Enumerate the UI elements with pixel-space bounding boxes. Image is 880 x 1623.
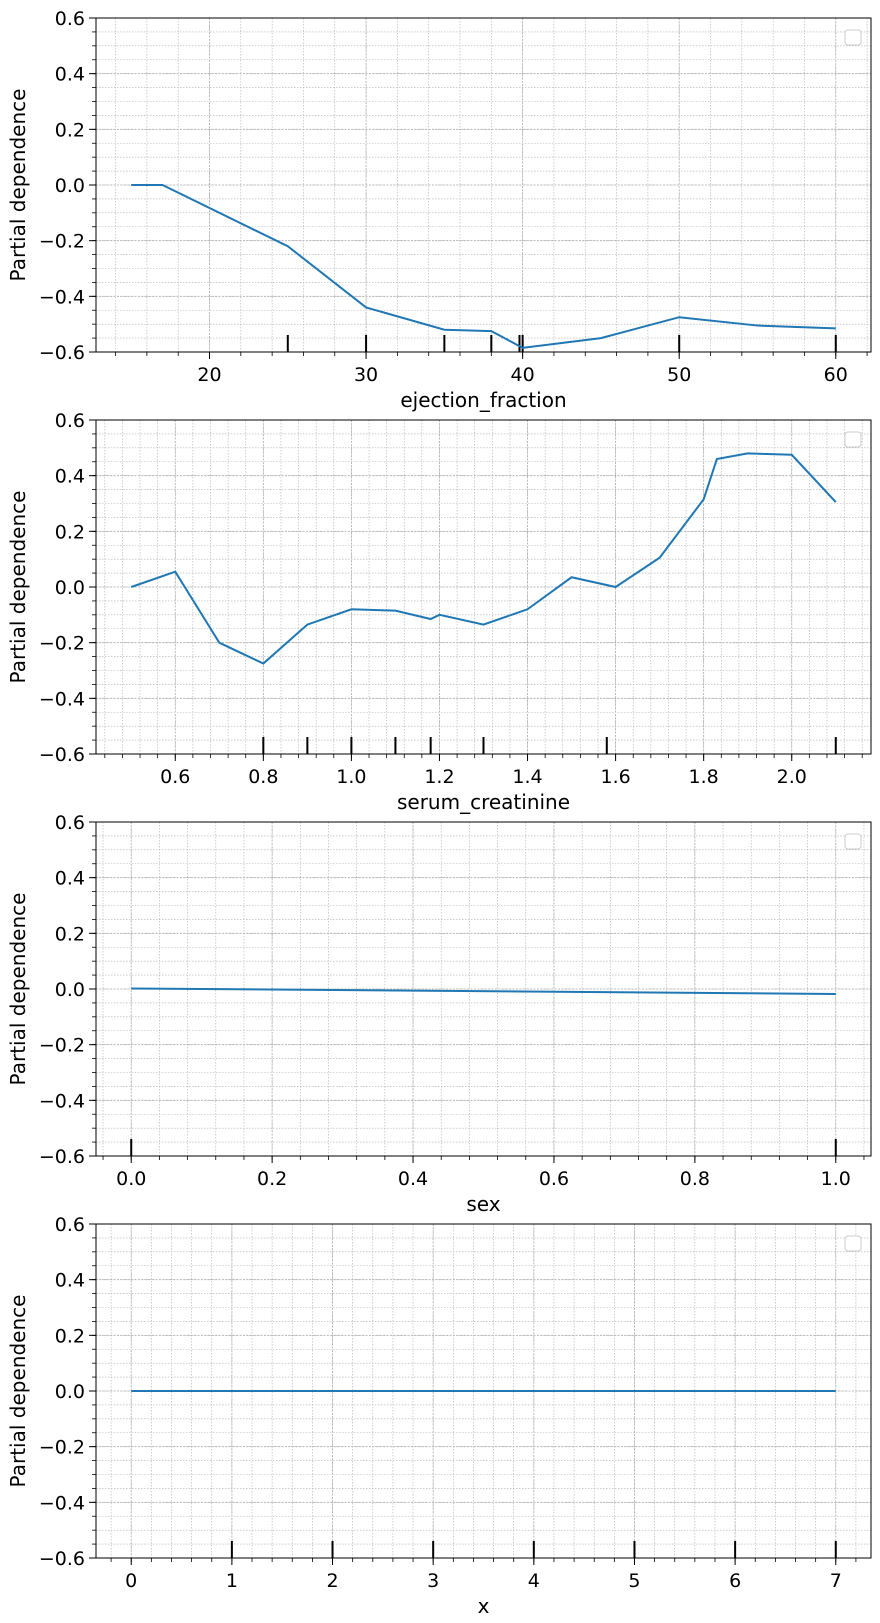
partial-dependence-line (131, 184, 836, 349)
x-tick-label: 2 (326, 1570, 338, 1592)
y-tick-label: −0.6 (39, 1548, 85, 1570)
x-tick-label: 3 (427, 1570, 439, 1592)
x-tick-label: 0.0 (116, 1168, 146, 1190)
legend-box (844, 431, 862, 448)
pd-panel-2: 0.6 0.8 1.0 1.2 1.4 1.6 1.8 2.0 −0.6 −0.4 −0.2 0.0 0… (6, 410, 872, 814)
x-tick-label: 0.8 (248, 766, 278, 788)
y-tick-label: 0.6 (55, 410, 85, 432)
y-axis-label: Partial dependence (6, 893, 30, 1086)
partial-dependence-line (130, 452, 837, 665)
legend-box (844, 1235, 862, 1252)
x-tick-label: 20 (197, 364, 221, 386)
x-axis-label: ejection_fraction (400, 388, 566, 412)
x-tick-label: 0.6 (160, 766, 190, 788)
x-tick-label: 0.4 (398, 1168, 428, 1190)
decile-marks (262, 737, 837, 754)
y-tick-label: 0.6 (55, 8, 85, 30)
y-tick-label: −0.2 (39, 1437, 85, 1459)
y-tick-label: 0.2 (55, 521, 85, 543)
y-tick-label: −0.2 (39, 231, 85, 253)
decile-marks (130, 1139, 837, 1156)
x-tick-label: 1.6 (600, 766, 630, 788)
x-tick-label: 30 (354, 364, 378, 386)
y-tick-label: 0.2 (55, 119, 85, 141)
x-tick-label: 2.0 (777, 766, 807, 788)
x-axis-label: x (478, 1594, 490, 1618)
y-tick-label: 0.4 (55, 868, 85, 890)
y-tick-label: 0.4 (55, 1270, 85, 1292)
y-tick-label: −0.2 (39, 633, 85, 655)
decile-marks (230, 1541, 837, 1558)
x-tick-label: 0 (125, 1570, 137, 1592)
partial-dependence-line (131, 987, 836, 996)
y-tick-label: −0.6 (39, 744, 85, 766)
y-tick-label: 0.4 (55, 64, 85, 86)
x-axis-label: serum_creatinine (397, 790, 570, 814)
ticks (89, 17, 868, 359)
pd-panel-4: 0 1 2 3 4 5 6 7 −0.6 −0.4 −0.2 0.0 0.2 0.4 0.6 x Partial… (6, 1214, 872, 1618)
x-tick-label: 1.4 (512, 766, 542, 788)
y-tick-label: −0.6 (39, 1146, 85, 1168)
y-tick-label: −0.4 (39, 1090, 85, 1112)
y-tick-label: 0.6 (55, 812, 85, 834)
legend-box (844, 833, 862, 850)
x-tick-label: 0.6 (539, 1168, 569, 1190)
x-tick-label: 0.2 (257, 1168, 287, 1190)
y-axis-label: Partial dependence (6, 491, 30, 684)
x-axis-label: sex (466, 1192, 500, 1216)
y-tick-label: 0.4 (55, 466, 85, 488)
y-tick-label: 0.2 (55, 923, 85, 945)
y-tick-label: 0.0 (55, 175, 85, 197)
x-tick-label: 60 (824, 364, 848, 386)
x-tick-label: 1.8 (689, 766, 719, 788)
y-tick-label: 0.2 (55, 1325, 85, 1347)
grid (96, 17, 871, 353)
y-tick-label: −0.4 (39, 688, 85, 710)
x-tick-label: 5 (628, 1570, 640, 1592)
legend-box (844, 29, 862, 46)
x-tick-label: 1.0 (821, 1168, 851, 1190)
x-tick-label: 1.0 (336, 766, 366, 788)
y-tick-label: −0.6 (39, 342, 85, 364)
x-tick-label: 0.8 (680, 1168, 710, 1190)
y-tick-label: 0.0 (55, 577, 85, 599)
x-tick-label: 4 (528, 1570, 540, 1592)
ticks (89, 821, 865, 1163)
y-tick-label: 0.6 (55, 1214, 85, 1236)
y-axis-label: Partial dependence (6, 89, 30, 282)
y-tick-label: −0.4 (39, 1492, 85, 1514)
y-tick-label: −0.4 (39, 286, 85, 308)
grid (96, 419, 871, 755)
y-tick-label: 0.0 (55, 979, 85, 1001)
x-tick-label: 1 (226, 1570, 238, 1592)
decile-marks (286, 335, 837, 352)
ticks (89, 419, 863, 761)
pd-panel-1: 20 30 40 50 60 −0.6 −0.4 −0.2 0.0 0.2 0.4 0.6 ejecti… (6, 8, 872, 412)
pd-panel-3: 0.0 0.2 0.4 0.6 0.8 1.0 −0.6 −0.4 −0.2 0.0 0.2 0.4 0… (6, 812, 872, 1216)
ticks (89, 1223, 857, 1565)
y-tick-label: 0.0 (55, 1381, 85, 1403)
x-tick-label: 40 (511, 364, 535, 386)
y-tick-label: −0.2 (39, 1035, 85, 1057)
x-tick-label: 7 (830, 1570, 842, 1592)
x-tick-label: 1.2 (424, 766, 454, 788)
y-axis-label: Partial dependence (6, 1295, 30, 1488)
x-tick-label: 6 (729, 1570, 741, 1592)
x-tick-label: 50 (667, 364, 691, 386)
